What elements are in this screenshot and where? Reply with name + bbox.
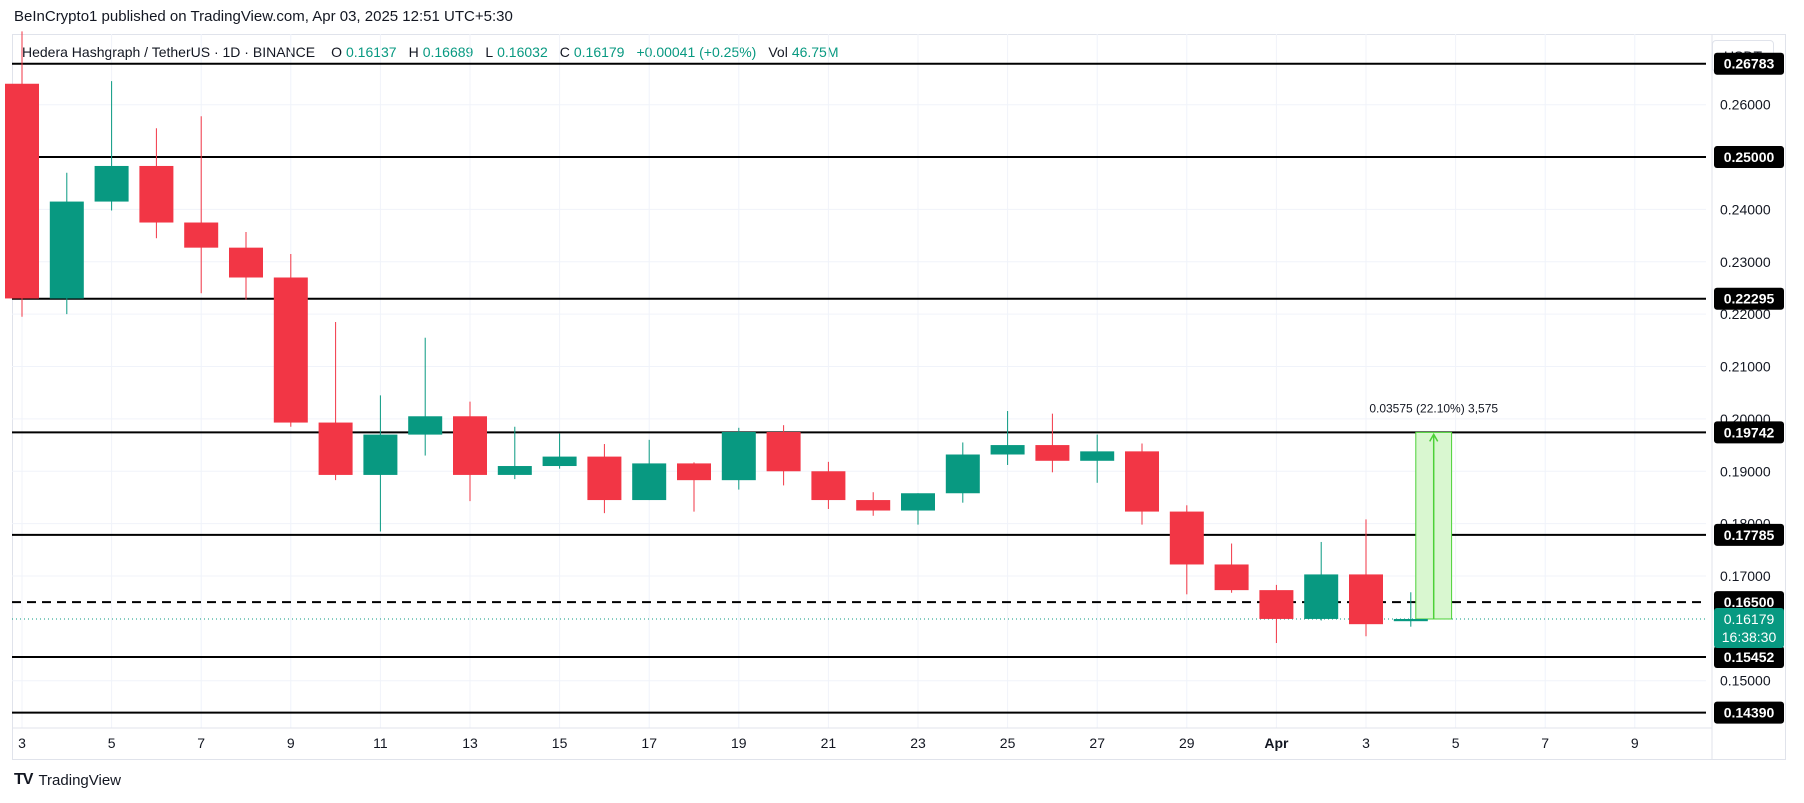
candle-body[interactable]	[273, 277, 308, 423]
candle-body[interactable]	[1259, 590, 1294, 619]
x-tick-label: 27	[1089, 735, 1105, 751]
level-price-label: 0.14390	[1724, 705, 1775, 721]
candle-body[interactable]	[318, 422, 353, 475]
x-tick-label: 3	[1362, 735, 1370, 751]
x-tick-label: 29	[1179, 735, 1195, 751]
symbol-title[interactable]: Hedera Hashgraph / TetherUS · 1D · BINAN…	[22, 44, 316, 60]
x-tick-label: 9	[1631, 735, 1639, 751]
level-price-tag	[1714, 523, 1784, 546]
level-price-label: 0.26783	[1724, 56, 1775, 72]
candle-body[interactable]	[990, 445, 1025, 455]
candle-body[interactable]	[811, 471, 846, 501]
measure-arrow-head	[1429, 432, 1439, 442]
level-price-tag	[1714, 52, 1784, 75]
candle-body[interactable]	[632, 463, 667, 501]
high-label: H	[408, 44, 419, 60]
candle-body[interactable]	[184, 222, 219, 248]
candle-body[interactable]	[139, 165, 174, 223]
x-tick-label: 3	[18, 735, 26, 751]
level-price-label: 0.22295	[1724, 291, 1775, 307]
candle-body[interactable]	[901, 493, 935, 511]
level-price-label: 0.25000	[1724, 149, 1775, 165]
x-tick-label: 9	[287, 735, 295, 751]
candle-body[interactable]	[1125, 451, 1159, 512]
candle-body[interactable]	[677, 463, 711, 481]
low-value: 0.16032	[497, 44, 548, 60]
level-price-tag	[1714, 146, 1784, 169]
volume-value: 46.75M	[791, 44, 839, 60]
x-tick-label: 23	[910, 735, 926, 751]
candle-body[interactable]	[721, 431, 756, 481]
y-tick-label: 0.15000	[1720, 673, 1771, 689]
candle-body[interactable]	[453, 416, 487, 475]
x-tick-label: 17	[641, 735, 657, 751]
high-value: 0.16689	[422, 44, 474, 60]
candle-body[interactable]	[408, 416, 443, 435]
volume-label: Vol	[768, 44, 788, 60]
candle-body[interactable]	[1169, 511, 1204, 565]
level-price-label: 0.17785	[1724, 527, 1775, 543]
level-price-tag	[1714, 646, 1784, 669]
publish-info: BeInCrypto1 published on TradingView.com…	[14, 8, 513, 25]
x-tick-label: 7	[197, 735, 205, 751]
close-value: 0.16179	[573, 44, 625, 60]
level-price-tag	[1714, 701, 1784, 724]
x-tick-label: 19	[731, 735, 747, 751]
candle-body[interactable]	[766, 431, 801, 472]
x-tick-label: 5	[1452, 735, 1460, 751]
candle-body[interactable]	[542, 456, 577, 467]
candle-body[interactable]	[49, 201, 84, 299]
candle-body[interactable]	[856, 500, 891, 511]
tradingview-logo-icon: TV	[14, 771, 33, 788]
level-price-label: 0.15452	[1724, 649, 1775, 665]
x-tick-label: Apr	[1264, 735, 1289, 751]
countdown-label: 16:38:30	[1722, 629, 1777, 645]
candle-body[interactable]	[1035, 445, 1070, 461]
candle-body[interactable]	[1080, 451, 1115, 461]
candle-body[interactable]	[497, 466, 532, 475]
level-price-tag	[1714, 421, 1784, 444]
low-label: L	[485, 44, 494, 60]
open-value: 0.16137	[345, 44, 397, 60]
y-tick-label: 0.22000	[1720, 306, 1771, 322]
candle-body[interactable]	[1214, 564, 1249, 591]
last-price-label: 0.16179	[1724, 611, 1775, 627]
last-price-tag	[1714, 607, 1784, 648]
level-price-tag	[1714, 591, 1784, 614]
x-tick-label: 7	[1541, 735, 1549, 751]
x-tick-label: 11	[373, 735, 388, 751]
close-label: C	[559, 44, 570, 60]
x-tick-label: 13	[462, 735, 478, 751]
y-tick-label: 0.21000	[1720, 359, 1771, 375]
candle-body[interactable]	[1393, 618, 1428, 622]
candle-body[interactable]	[363, 434, 398, 475]
candle-body[interactable]	[1304, 574, 1339, 619]
candle-body[interactable]	[1349, 574, 1383, 625]
candle-body[interactable]	[94, 165, 129, 202]
tradingview-logo-text: TradingView	[38, 771, 121, 789]
level-price-label: 0.19742	[1724, 424, 1775, 440]
x-tick-label: 15	[552, 735, 568, 751]
x-tick-label: 25	[1000, 735, 1016, 751]
measure-label: 0.03575 (22.10%) 3,575	[1369, 401, 1498, 415]
candle-body[interactable]	[229, 247, 263, 278]
candle-body[interactable]	[587, 456, 622, 501]
level-price-label: 0.16500	[1724, 594, 1775, 610]
x-tick-label: 21	[821, 735, 837, 751]
change-value: +0.00041 (+0.25%)	[636, 44, 757, 60]
candle-body[interactable]	[5, 83, 39, 299]
y-tick-label: 0.19000	[1720, 463, 1771, 479]
y-tick-label: 0.17000	[1720, 568, 1771, 584]
symbol-legend: Hedera Hashgraph / TetherUS · 1D · BINAN…	[22, 44, 847, 60]
candle-body[interactable]	[945, 454, 980, 494]
chart-frame	[12, 34, 1786, 760]
open-label: O	[331, 44, 342, 60]
x-tick-label: 5	[108, 735, 116, 751]
tradingview-logo[interactable]: TV TradingView	[14, 771, 121, 789]
level-price-tag	[1714, 287, 1784, 310]
y-tick-label: 0.26000	[1720, 97, 1771, 113]
y-tick-label: 0.23000	[1720, 254, 1771, 270]
y-tick-label: 0.24000	[1720, 201, 1771, 217]
